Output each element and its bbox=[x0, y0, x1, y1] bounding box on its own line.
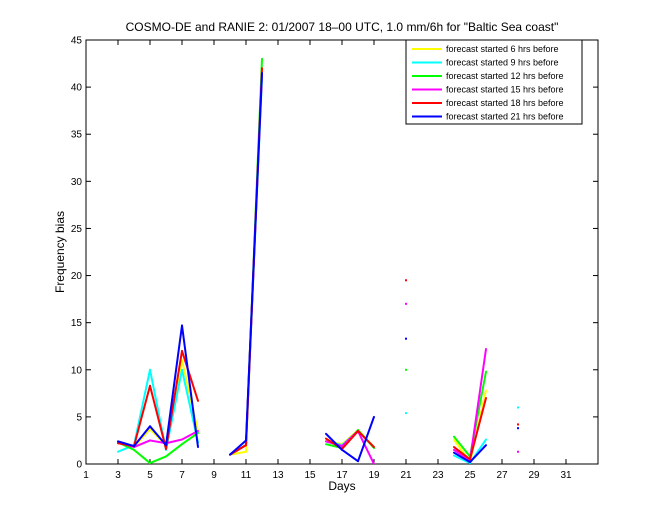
series-segment bbox=[453, 435, 471, 458]
series-segment bbox=[181, 324, 199, 449]
series-5 bbox=[117, 71, 519, 464]
x-tick-label: 15 bbox=[304, 470, 316, 481]
series-point bbox=[517, 427, 519, 430]
series-segment bbox=[469, 348, 487, 462]
y-tick-label: 25 bbox=[71, 224, 83, 235]
series-group bbox=[117, 57, 519, 464]
series-segment bbox=[453, 454, 471, 464]
x-tick-label: 3 bbox=[115, 470, 121, 481]
series-point bbox=[517, 423, 519, 426]
series-segment bbox=[133, 384, 151, 448]
series-point bbox=[517, 406, 519, 409]
series-segment bbox=[357, 430, 375, 464]
series-segment bbox=[341, 448, 359, 463]
series-segment bbox=[133, 439, 151, 449]
series-segment bbox=[133, 425, 151, 448]
series-segment bbox=[165, 438, 183, 445]
legend-entry-label: forecast started 18 hrs before bbox=[446, 98, 564, 108]
x-tick-label: 31 bbox=[560, 470, 572, 481]
y-tick-label: 5 bbox=[76, 412, 82, 423]
series-segment bbox=[229, 439, 247, 456]
legend-box bbox=[405, 39, 583, 125]
series-segment bbox=[165, 443, 183, 458]
y-tick-label: 20 bbox=[71, 271, 83, 282]
legend-entry-label: forecast started 9 hrs before bbox=[446, 58, 559, 68]
x-tick-label: 5 bbox=[147, 470, 153, 481]
y-tick-label: 45 bbox=[71, 36, 83, 47]
x-tick-label: 1 bbox=[83, 470, 89, 481]
series-point bbox=[405, 337, 407, 340]
x-tick-label: 11 bbox=[241, 470, 252, 481]
y-tick-label: 10 bbox=[71, 365, 83, 376]
series-segment bbox=[469, 397, 487, 461]
series-segment bbox=[469, 444, 487, 464]
x-axis-label: Days bbox=[328, 479, 355, 493]
chart-title: COSMO-DE and RANIE 2: 01/2007 18–00 UTC,… bbox=[126, 20, 559, 34]
series-point bbox=[517, 450, 519, 453]
series-segment bbox=[181, 349, 199, 402]
legend: forecast started 6 hrs before forecast st… bbox=[405, 39, 583, 125]
series-segment bbox=[181, 431, 199, 446]
x-tick-label: 13 bbox=[272, 470, 284, 481]
y-axis: 0 5 10 15 20 25 30 35 40 45 bbox=[71, 36, 598, 471]
series-segment bbox=[341, 430, 359, 450]
series-segment bbox=[149, 455, 167, 464]
legend-entry-label: forecast started 21 hrs before bbox=[446, 112, 564, 122]
series-point bbox=[405, 412, 407, 415]
series-segment bbox=[149, 384, 167, 450]
series-segment bbox=[453, 451, 471, 464]
y-tick-label: 0 bbox=[76, 460, 82, 471]
series-segment bbox=[245, 71, 263, 442]
legend-entry-label: forecast started 12 hrs before bbox=[446, 71, 564, 81]
x-tick-label: 9 bbox=[211, 470, 217, 481]
series-segment bbox=[453, 446, 471, 461]
y-tick-label: 35 bbox=[71, 130, 83, 141]
y-tick-label: 15 bbox=[71, 318, 83, 329]
x-tick-label: 23 bbox=[432, 470, 444, 481]
y-tick-label: 30 bbox=[71, 177, 83, 188]
x-tick-label: 19 bbox=[368, 470, 380, 481]
series-segment bbox=[133, 448, 151, 464]
x-tick-label: 27 bbox=[496, 470, 508, 481]
series-point bbox=[405, 279, 407, 282]
y-tick-label: 40 bbox=[71, 83, 83, 94]
series-segment bbox=[117, 440, 135, 448]
x-tick-label: 17 bbox=[336, 470, 348, 481]
x-tick-label: 21 bbox=[400, 470, 412, 481]
series-point bbox=[405, 368, 407, 371]
x-tick-label: 29 bbox=[528, 470, 540, 481]
x-tick-label: 25 bbox=[464, 470, 476, 481]
legend-entry-label: forecast started 6 hrs before bbox=[446, 44, 559, 54]
series-point bbox=[405, 302, 407, 305]
y-axis-label: Frequency bias bbox=[53, 211, 67, 293]
series-segment bbox=[325, 432, 343, 451]
series-segment bbox=[357, 415, 375, 463]
legend-entry-label: forecast started 15 hrs before bbox=[446, 85, 564, 95]
series-segment bbox=[165, 324, 183, 447]
x-tick-label: 7 bbox=[179, 470, 185, 481]
series-segment bbox=[149, 425, 167, 447]
